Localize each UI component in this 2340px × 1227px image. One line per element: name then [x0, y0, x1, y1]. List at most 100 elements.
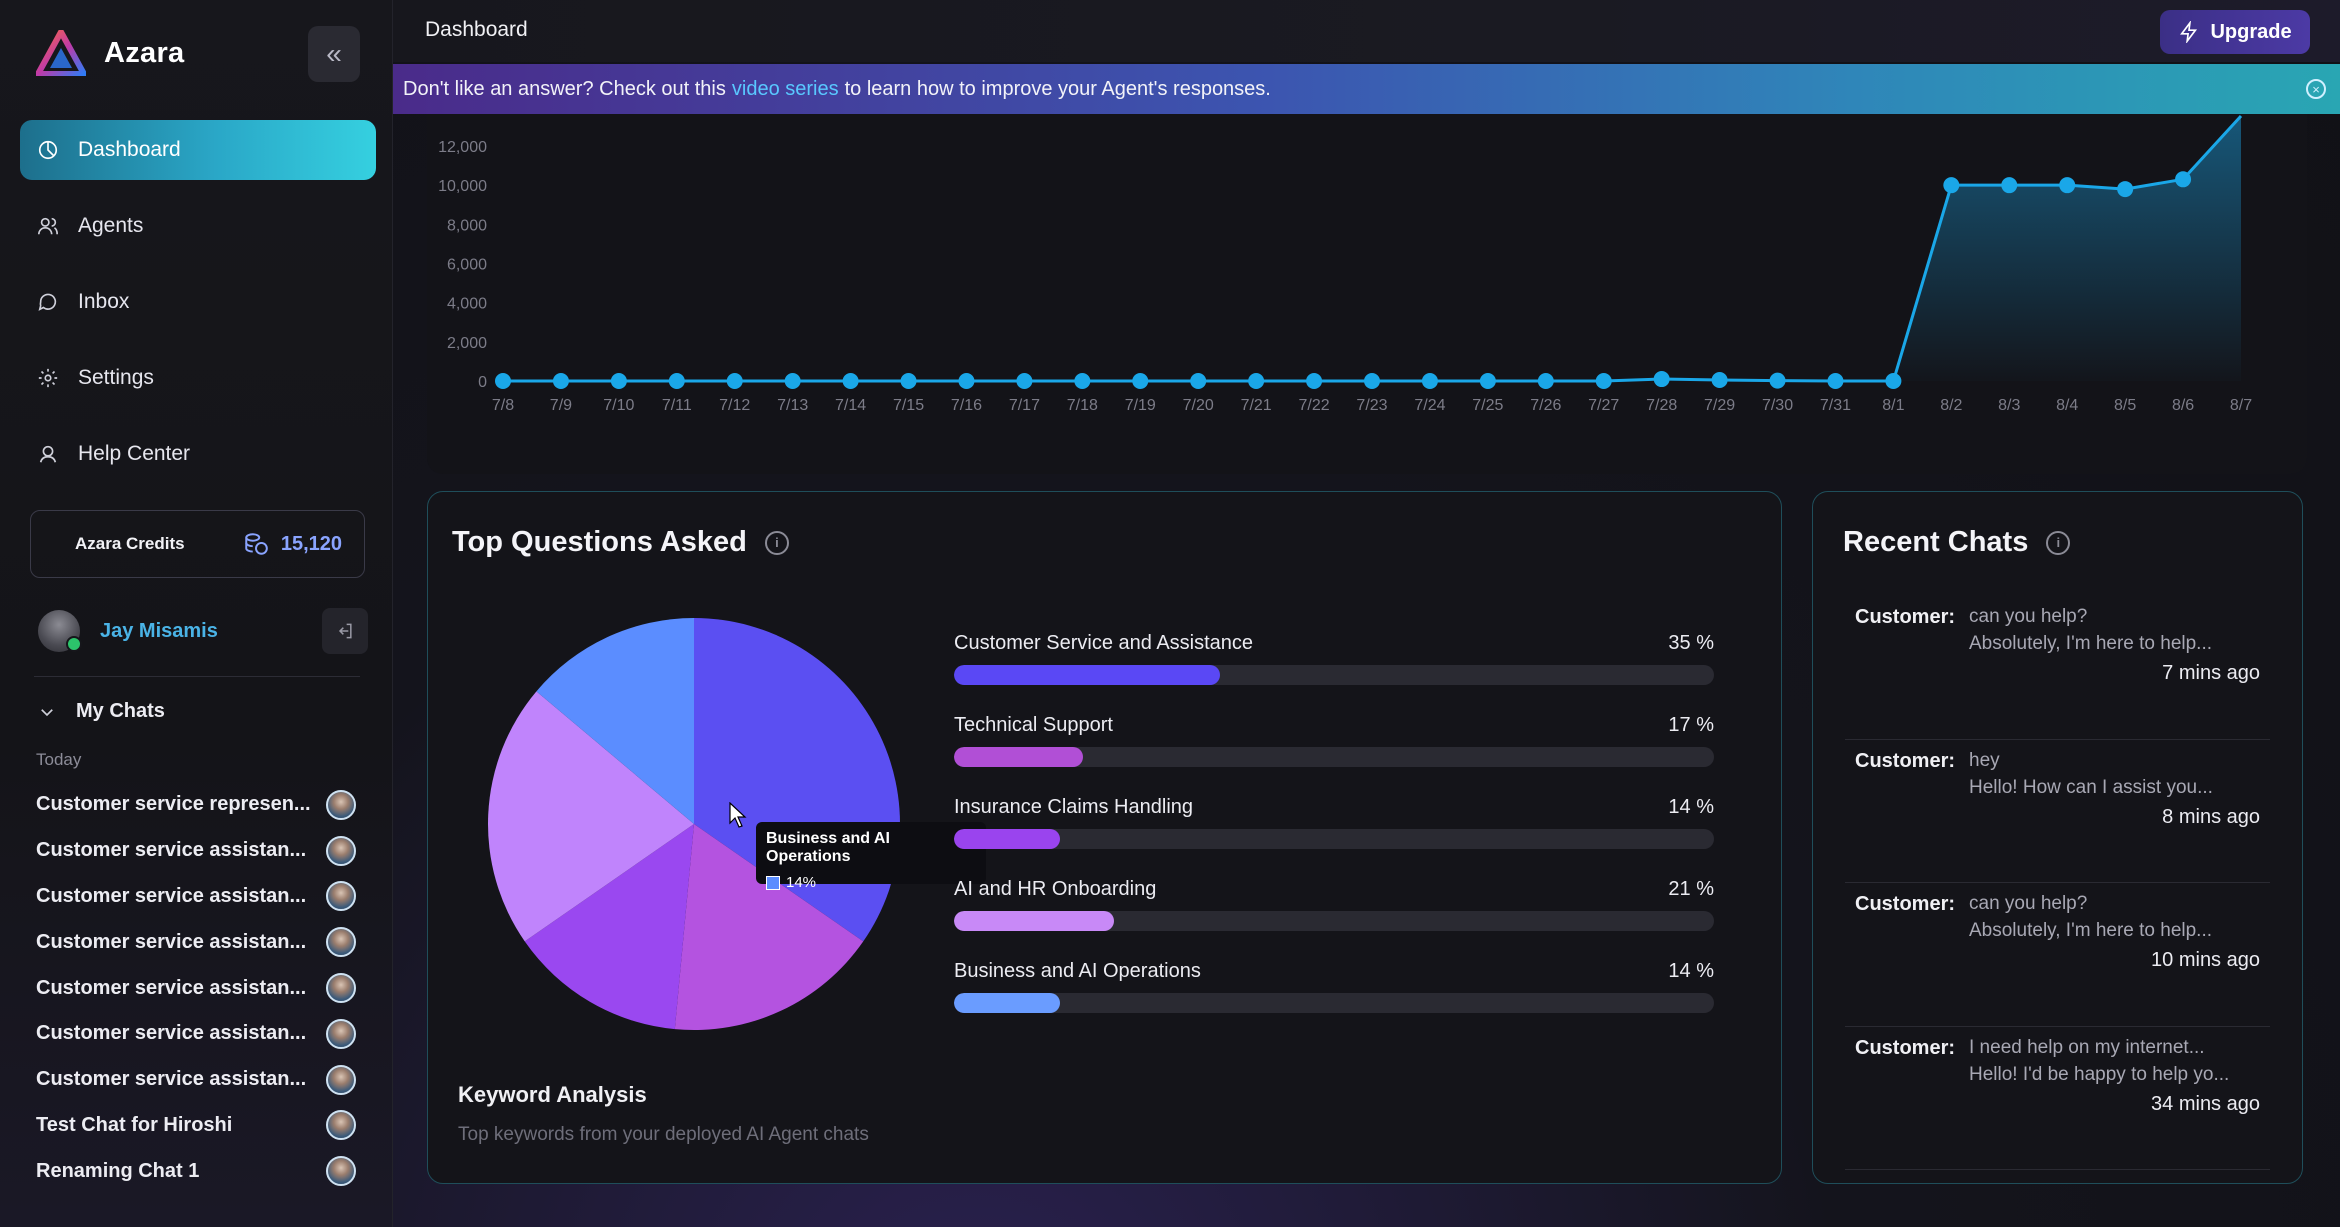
data-point[interactable]	[1479, 373, 1496, 389]
my-chats-toggle[interactable]: My Chats	[38, 700, 165, 723]
upgrade-button[interactable]: Upgrade	[2160, 10, 2310, 54]
nav-label: Help Center	[78, 442, 191, 465]
data-point[interactable]	[1074, 373, 1091, 389]
banner-text-after: to learn how to improve your Agent's res…	[844, 77, 1271, 100]
data-point[interactable]	[1306, 373, 1323, 389]
info-icon[interactable]: i	[2046, 530, 2071, 555]
data-point[interactable]	[1885, 373, 1902, 389]
data-point[interactable]	[2117, 181, 2134, 198]
recent-chat-item[interactable]: Customer: can you help? Absolutely, I'm …	[1845, 596, 2270, 740]
azara-logo-icon	[36, 30, 86, 76]
chat-list-item[interactable]: Customer service assistan...	[36, 874, 356, 920]
data-point[interactable]	[495, 373, 511, 389]
recent-chats-card: Recent Chats i Customer: can you help? A…	[1812, 491, 2303, 1184]
chat-list-item[interactable]: Customer service assistan...	[36, 1057, 356, 1103]
chat-list-item[interactable]: Customer service assistan...	[36, 965, 356, 1011]
nav-label: Settings	[78, 366, 154, 389]
page-title: Dashboard	[425, 18, 528, 41]
card-title: Recent Chats	[1843, 526, 2029, 558]
y-tick-label: 10,000	[438, 178, 487, 195]
data-point[interactable]	[1769, 372, 1786, 389]
user-profile[interactable]: Jay Misamis	[38, 606, 368, 656]
y-tick-label: 6,000	[447, 257, 487, 274]
chat-list-item[interactable]: Renaming Chat 1	[36, 1148, 356, 1194]
chat-question: can you help?	[1969, 893, 2088, 914]
nav-item-dashboard[interactable]: Dashboard	[20, 120, 376, 180]
data-point[interactable]	[1653, 371, 1670, 388]
nav-item-inbox[interactable]: Inbox	[20, 272, 376, 332]
chat-title: Customer service represen...	[36, 793, 311, 816]
progress-track	[954, 665, 1714, 685]
data-point[interactable]	[1595, 373, 1612, 389]
progress-fill	[954, 829, 1061, 849]
x-tick-label: 7/10	[603, 397, 634, 414]
data-point[interactable]	[1190, 373, 1207, 389]
recent-chat-item[interactable]: Customer: can you help? Absolutely, I'm …	[1845, 883, 2270, 1027]
data-point[interactable]	[1421, 373, 1438, 389]
recent-chat-item[interactable]: Customer: I need help on my internet... …	[1845, 1027, 2270, 1170]
data-point[interactable]	[2175, 171, 2192, 188]
chat-group-label: Today	[36, 750, 82, 769]
data-point[interactable]	[2059, 177, 2076, 194]
logout-button[interactable]	[322, 608, 368, 654]
nav-item-settings[interactable]: Settings	[20, 348, 376, 408]
chat-time: 10 mins ago	[2151, 949, 2260, 971]
nav-item-help-center[interactable]: Help Center	[20, 424, 376, 484]
data-point[interactable]	[842, 373, 859, 389]
data-point[interactable]	[784, 373, 801, 389]
question-percent: 21 %	[1668, 878, 1714, 900]
pie-slice[interactable]	[536, 618, 694, 824]
x-tick-label: 7/30	[1762, 397, 1793, 414]
agent-avatar	[326, 881, 356, 912]
mouse-cursor-icon	[729, 802, 747, 828]
chat-title: Renaming Chat 1	[36, 1159, 200, 1182]
chat-list-item[interactable]: Test Chat for Hiroshi	[36, 1103, 356, 1149]
x-tick-label: 7/12	[719, 397, 750, 414]
chevron-down-icon	[41, 708, 53, 716]
collapse-sidebar-button[interactable]: «	[308, 26, 360, 82]
agent-avatar	[326, 1064, 356, 1095]
brand[interactable]: Azara	[36, 30, 185, 76]
info-icon[interactable]: i	[764, 530, 789, 555]
video-series-link[interactable]: video series	[731, 77, 839, 100]
data-point[interactable]	[958, 373, 975, 389]
pie-slice[interactable]	[674, 824, 864, 1030]
chat-answer: Hello! How can I assist you...	[1969, 776, 2213, 798]
x-tick-label: 7/21	[1241, 397, 1272, 414]
chat-list-item[interactable]: Customer service assistan...	[36, 1011, 356, 1057]
progress-fill	[954, 993, 1061, 1013]
pie-chart-wrap: Business and AI Operations 14%	[484, 616, 986, 1036]
pie-slice[interactable]	[524, 824, 694, 1030]
data-point[interactable]	[1711, 372, 1728, 389]
data-point[interactable]	[552, 373, 569, 389]
pie-slice[interactable]	[488, 691, 694, 942]
chat-list-item[interactable]: Customer service assistan...	[36, 919, 356, 965]
data-point[interactable]	[1537, 373, 1554, 389]
chat-list-item[interactable]: Customer service assistan...	[36, 828, 356, 874]
x-tick-label: 7/8	[492, 397, 514, 414]
data-point[interactable]	[1248, 373, 1265, 389]
recent-chat-item[interactable]: Customer: hey Hello! How can I assist yo…	[1845, 740, 2270, 883]
data-point[interactable]	[900, 373, 917, 389]
data-point[interactable]	[726, 373, 743, 389]
data-point[interactable]	[1827, 373, 1844, 389]
data-point[interactable]	[610, 373, 627, 389]
data-point[interactable]	[1132, 373, 1149, 389]
close-icon[interactable]: ×	[2306, 79, 2326, 99]
agent-avatar	[326, 927, 356, 958]
chat-list-item[interactable]: Customer service represen...	[36, 782, 356, 828]
data-point[interactable]	[1016, 373, 1033, 389]
credits-panel[interactable]: Azara Credits 15,120	[30, 510, 365, 578]
data-point[interactable]	[1364, 373, 1380, 389]
x-tick-label: 7/26	[1530, 397, 1561, 414]
recent-chats-title-row: Recent Chats i	[1843, 526, 2071, 559]
nav-item-agents[interactable]: Agents	[20, 196, 376, 256]
area-fill	[503, 116, 2241, 381]
progress-track	[954, 829, 1714, 849]
usage-line-chart: 0 2,000 4,000 6,000 8,000 10,000 12,000 7/8 7/9 7…	[438, 114, 2252, 414]
chat-time: 7 mins ago	[2162, 662, 2260, 684]
data-point[interactable]	[668, 373, 685, 389]
data-point[interactable]	[2001, 177, 2018, 194]
data-point[interactable]	[1943, 177, 1960, 194]
agent-avatar	[326, 1018, 356, 1049]
